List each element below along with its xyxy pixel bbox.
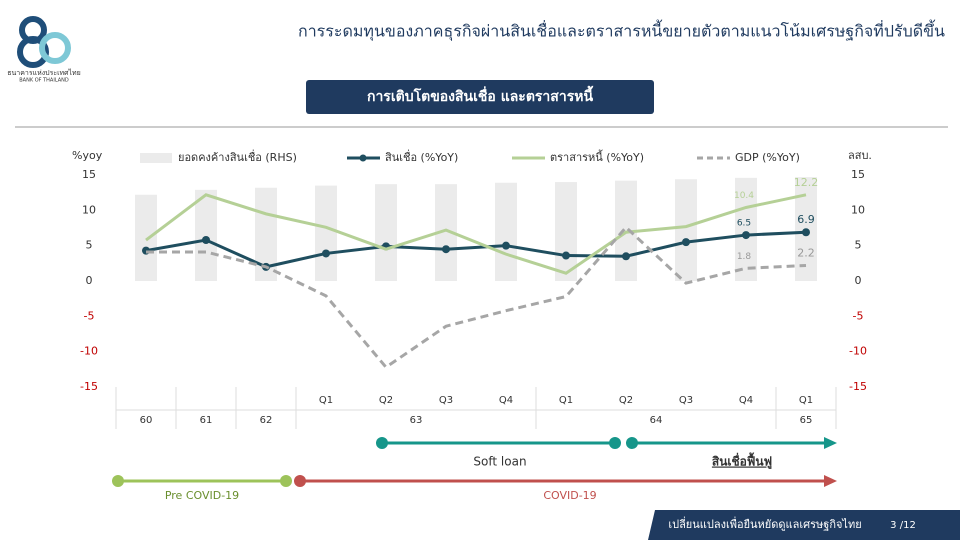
marker xyxy=(682,238,690,247)
legend-label: สินเชื่อ (%YoY) xyxy=(385,149,459,164)
page-number: 3 /12 xyxy=(890,520,916,531)
y2-tick-label: -10 xyxy=(849,345,867,358)
marker xyxy=(322,249,330,258)
section-title: การเติบโตของสินเชื่อ และตราสารหนี้ xyxy=(367,85,594,105)
bar xyxy=(495,182,517,281)
timeline xyxy=(112,437,837,487)
bar xyxy=(195,189,217,281)
y2-tick-label: 5 xyxy=(855,239,862,252)
x-tick-label: Q2 xyxy=(379,395,393,406)
y2-tick-label: 15 xyxy=(851,168,865,181)
section-box xyxy=(306,80,654,114)
marker xyxy=(562,251,570,260)
y2-tick-label: 10 xyxy=(851,203,865,216)
y-tick-label: -10 xyxy=(80,345,98,358)
line xyxy=(145,193,807,275)
data-label: 6.5 xyxy=(737,219,751,229)
logo xyxy=(17,16,71,68)
bar xyxy=(675,179,697,281)
data-label: 1.8 xyxy=(737,252,752,262)
data-label: 12.2 xyxy=(794,176,819,189)
group-label: 65 xyxy=(800,415,813,426)
legend-label: ตราสารหนี้ (%YoY) xyxy=(550,149,644,164)
marker xyxy=(742,231,750,240)
logo-name: ธนาคารแห่งประเทศไทย xyxy=(7,68,81,77)
legend-label: GDP (%YoY) xyxy=(735,151,800,164)
y2-tick-label: -5 xyxy=(853,309,864,322)
line xyxy=(146,225,807,370)
legend-marker xyxy=(359,154,367,162)
y-tick-label: 10 xyxy=(82,203,96,216)
footer-slogan: เปลี่ยนแปลงเพื่อยืนหยัดดูแลเศรษฐกิจไทย xyxy=(668,516,861,531)
line xyxy=(145,230,807,269)
marker xyxy=(622,252,630,261)
group-label: 63 xyxy=(410,415,423,426)
rehab-loan-label: สินเชื่อฟื้นฟู xyxy=(712,452,772,470)
bar xyxy=(435,184,457,281)
x-tick-label: Q4 xyxy=(739,395,753,406)
y-tick-label: 5 xyxy=(86,239,93,252)
x-tick-label: Q1 xyxy=(799,395,813,406)
bar xyxy=(135,194,157,281)
x-tick-label: Q3 xyxy=(439,395,453,406)
legend-label: ยอดคงค้างสินเชื่อ (RHS) xyxy=(178,149,297,164)
bar xyxy=(735,177,757,281)
group-label: 60 xyxy=(140,415,153,426)
data-label: 6.9 xyxy=(797,213,815,226)
y-axis-label: %yoy xyxy=(72,149,103,162)
group-label: 61 xyxy=(200,415,213,426)
marker xyxy=(202,236,210,245)
y-tick-label: -5 xyxy=(84,309,95,322)
data-label: 2.2 xyxy=(797,246,815,259)
legend-swatch xyxy=(140,153,172,163)
covid-label: COVID-19 xyxy=(543,489,596,502)
x-tick-label: Q1 xyxy=(559,395,573,406)
marker xyxy=(442,245,450,254)
y-tick-label: 0 xyxy=(86,274,93,287)
x-tick-label: Q2 xyxy=(619,395,633,406)
pre-covid-label: Pre COVID-19 xyxy=(165,489,239,502)
group-label: 62 xyxy=(260,415,273,426)
x-tick-label: Q4 xyxy=(499,395,513,406)
chart: %yoy ลสบ. -15 -10 -5 0 5 10 15 -15 -10 -5 0 5 10 15 60 61… xyxy=(72,149,872,429)
soft-loan-label: Soft loan xyxy=(473,455,526,469)
logo-name-en: BANK OF THAILAND xyxy=(19,78,69,84)
marker xyxy=(802,228,810,237)
y-tick-label: -15 xyxy=(80,380,98,393)
marker xyxy=(502,241,510,250)
group-label: 64 xyxy=(650,415,663,426)
y2-tick-label: 0 xyxy=(855,274,862,287)
y2-tick-label: -15 xyxy=(849,380,867,393)
data-label: 10.4 xyxy=(734,191,754,201)
bar xyxy=(315,185,337,281)
x-tick-label: Q1 xyxy=(319,395,333,406)
slide-title: การระดมทุนของภาคธุรกิจผ่านสินเชื่อและตรา… xyxy=(298,20,945,42)
y2-axis-label: ลสบ. xyxy=(848,149,872,162)
y-tick-label: 15 xyxy=(82,168,96,181)
bar xyxy=(375,184,397,281)
footer-bar xyxy=(648,510,960,540)
x-tick-label: Q3 xyxy=(679,395,693,406)
